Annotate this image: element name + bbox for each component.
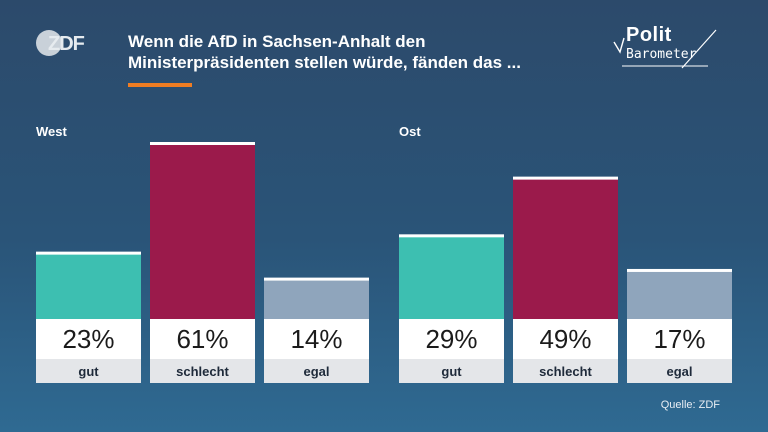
politbarometer-check-icon xyxy=(613,29,717,69)
title-accent-bar xyxy=(128,83,192,87)
value-label-west-egal: 14% xyxy=(290,324,342,354)
category-box-ost-schlecht xyxy=(513,359,618,383)
category-box-ost-gut xyxy=(399,359,504,383)
value-label-ost-egal: 17% xyxy=(653,324,705,354)
category-label-west-gut: gut xyxy=(78,364,99,379)
value-box-ost-schlecht xyxy=(513,319,618,359)
brand-word-polit: Polit xyxy=(626,24,672,46)
bar-west-egal xyxy=(264,278,369,319)
bar-cap-west-egal xyxy=(264,277,369,281)
zdf-logo-text: ZDF xyxy=(48,33,85,55)
chart-title-line-2: Ministerpräsidenten stellen würde, fände… xyxy=(128,53,521,72)
value-box-west-schlecht xyxy=(150,319,255,359)
bar-ost-egal xyxy=(627,269,732,319)
value-box-west-gut xyxy=(36,319,141,359)
value-label-ost-gut: 29% xyxy=(425,324,477,354)
panel-title-west: West xyxy=(36,124,67,139)
chart-title: Wenn die AfD in Sachsen-Anhalt den Minis… xyxy=(128,31,598,73)
category-label-ost-gut: gut xyxy=(441,364,462,379)
value-label-west-schlecht: 61% xyxy=(176,324,228,354)
bar-ost-schlecht xyxy=(513,177,618,319)
category-box-west-egal xyxy=(264,359,369,383)
bar-cap-ost-egal xyxy=(627,268,732,272)
category-label-ost-schlecht: schlecht xyxy=(539,364,592,379)
panel-title-ost: Ost xyxy=(399,124,421,139)
category-box-west-gut xyxy=(36,359,141,383)
bar-cap-ost-schlecht xyxy=(513,176,618,180)
category-label-west-schlecht: schlecht xyxy=(176,364,229,379)
bar-west-gut xyxy=(36,252,141,319)
bar-cap-west-gut xyxy=(36,251,141,255)
politbarometer-logo: Polit Barometer xyxy=(612,24,732,74)
bar-cap-west-schlecht xyxy=(150,142,255,145)
category-box-ost-egal xyxy=(627,359,732,383)
bar-ost-gut xyxy=(399,235,504,319)
brand-word-barometer: Barometer xyxy=(626,47,697,62)
value-box-ost-gut xyxy=(399,319,504,359)
category-label-west-egal: egal xyxy=(303,364,329,379)
zdf-logo: ZDF xyxy=(36,30,85,58)
source-note: Quelle: ZDF xyxy=(660,399,720,411)
bar-west-schlecht xyxy=(150,143,255,319)
value-label-west-gut: 23% xyxy=(62,324,114,354)
category-box-west-schlecht xyxy=(150,359,255,383)
value-box-ost-egal xyxy=(627,319,732,359)
value-box-west-egal xyxy=(264,319,369,359)
chart-title-line-1: Wenn die AfD in Sachsen-Anhalt den xyxy=(128,32,426,51)
value-label-ost-schlecht: 49% xyxy=(539,324,591,354)
category-label-ost-egal: egal xyxy=(666,364,692,379)
bar-cap-ost-gut xyxy=(399,234,504,238)
zdf-logo-icon xyxy=(36,30,62,56)
